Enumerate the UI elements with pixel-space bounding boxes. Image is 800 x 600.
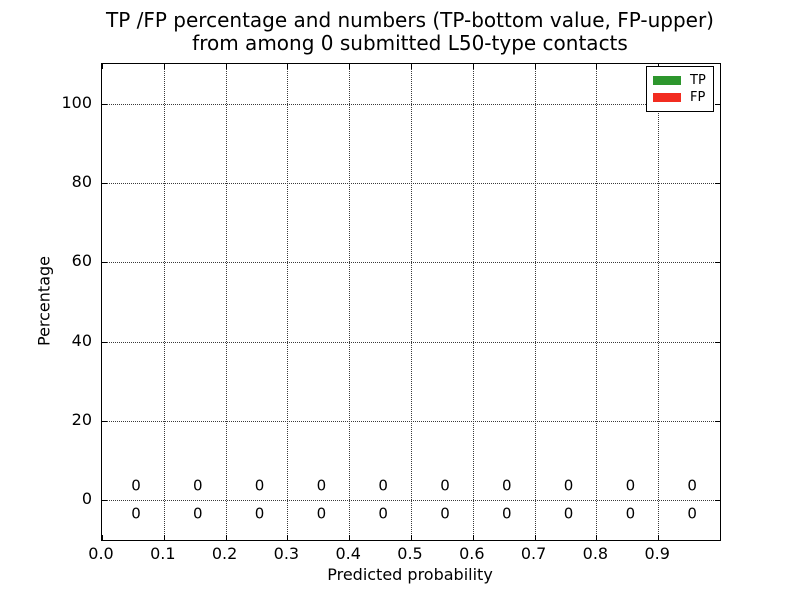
y-tick-mark-left	[102, 103, 107, 105]
value-label-fp: 0	[316, 476, 327, 495]
gridline-vertical	[658, 64, 660, 540]
chart-title-line2: from among 0 submitted L50-type contacts	[192, 31, 628, 55]
x-tick-label: 0.8	[582, 544, 609, 563]
value-label-tp: 0	[131, 504, 141, 523]
value-label-fp: 0	[687, 476, 697, 495]
y-tick-mark-left	[102, 421, 107, 422]
y-tick-label: 80	[71, 172, 92, 191]
value-label-tp: 0	[502, 504, 512, 523]
gridline-vertical	[472, 64, 474, 540]
gridline-vertical	[163, 64, 165, 540]
value-label-tp: 0	[193, 504, 203, 523]
y-tick-mark-left	[102, 262, 107, 264]
chart-title: TP /FP percentage and numbers (TP-bottom…	[101, 9, 719, 55]
value-label-tp: 0	[316, 504, 327, 523]
x-tick-mark-bottom	[163, 535, 165, 540]
x-tick-label: 0.6	[459, 544, 485, 563]
value-label-tp: 0	[440, 504, 450, 523]
gridline-vertical	[225, 64, 227, 540]
legend-entry-tp: TP	[653, 74, 707, 87]
gridline-vertical	[596, 64, 598, 540]
y-tick-label: 60	[71, 251, 92, 271]
x-tick-label: 0.2	[211, 544, 238, 563]
x-tick-label: 0.9	[644, 544, 670, 563]
value-label-fp: 0	[625, 476, 636, 495]
fp-color-swatch	[653, 93, 681, 103]
y-tick-mark-left	[102, 183, 107, 184]
legend-entry-fp: FP	[653, 91, 707, 104]
gridline-vertical	[349, 64, 351, 540]
value-label-fp: 0	[563, 476, 574, 495]
value-label-fp: 0	[131, 476, 141, 495]
value-label-fp: 0	[254, 476, 265, 495]
x-tick-mark-top	[411, 64, 412, 69]
x-tick-mark-top	[163, 64, 165, 69]
x-tick-mark-bottom	[225, 535, 227, 540]
y-tick-label: 40	[71, 330, 92, 350]
x-tick-mark-top	[596, 64, 598, 69]
x-tick-mark-top	[225, 64, 227, 69]
y-tick-mark-left	[102, 341, 107, 343]
legend-label-tp: TP	[690, 72, 706, 88]
y-tick-mark-right	[715, 341, 720, 343]
value-label-fp: 0	[378, 476, 388, 495]
gridline-vertical	[534, 64, 536, 540]
x-tick-mark-bottom	[349, 535, 351, 540]
value-label-tp: 0	[625, 504, 636, 523]
x-tick-mark-bottom	[596, 535, 598, 540]
x-tick-mark-bottom	[534, 535, 536, 540]
gridline-vertical	[287, 64, 289, 540]
x-tick-label: 0.7	[520, 544, 547, 563]
legend: TP FP	[646, 66, 714, 112]
y-tick-mark-right	[715, 500, 720, 502]
y-tick-mark-right	[715, 103, 720, 105]
x-tick-label: 0.0	[88, 544, 114, 563]
value-label-tp: 0	[254, 504, 265, 523]
tp-color-swatch	[653, 75, 681, 85]
x-tick-mark-bottom	[102, 535, 103, 540]
value-label-fp: 0	[440, 476, 450, 495]
plot-area: 0 0 0 0 0 0 0 0 0 0 0 0 0 0 0 0 0 0 0 0	[101, 63, 721, 541]
x-tick-label: 0.3	[273, 544, 300, 563]
chart-title-line1: TP /FP percentage and numbers (TP-bottom…	[106, 8, 714, 32]
x-tick-mark-bottom	[658, 535, 660, 540]
y-tick-label: 20	[71, 410, 92, 429]
x-tick-mark-top	[472, 64, 474, 69]
y-tick-label: 0	[81, 489, 92, 509]
value-label-fp: 0	[502, 476, 512, 495]
value-label-tp: 0	[563, 504, 574, 523]
y-tick-mark-right	[715, 262, 720, 264]
value-label-tp: 0	[687, 504, 697, 523]
value-label-fp: 0	[193, 476, 203, 495]
gridline-vertical	[411, 64, 412, 540]
x-tick-label: 0.1	[150, 544, 176, 563]
x-tick-mark-top	[534, 64, 536, 69]
x-axis-label: Predicted probability	[327, 565, 493, 584]
x-tick-mark-top	[349, 64, 351, 69]
y-tick-label: 100	[61, 92, 92, 112]
y-tick-mark-right	[715, 421, 720, 422]
y-tick-mark-left	[102, 500, 107, 502]
x-tick-mark-bottom	[472, 535, 474, 540]
x-tick-mark-bottom	[411, 535, 412, 540]
x-tick-mark-top	[287, 64, 289, 69]
value-label-tp: 0	[378, 504, 388, 523]
legend-label-fp: FP	[690, 90, 706, 106]
y-tick-mark-right	[715, 183, 720, 184]
x-tick-mark-top	[102, 64, 103, 69]
x-tick-label: 0.5	[397, 544, 423, 563]
x-tick-label: 0.4	[335, 544, 361, 563]
x-tick-mark-bottom	[287, 535, 289, 540]
